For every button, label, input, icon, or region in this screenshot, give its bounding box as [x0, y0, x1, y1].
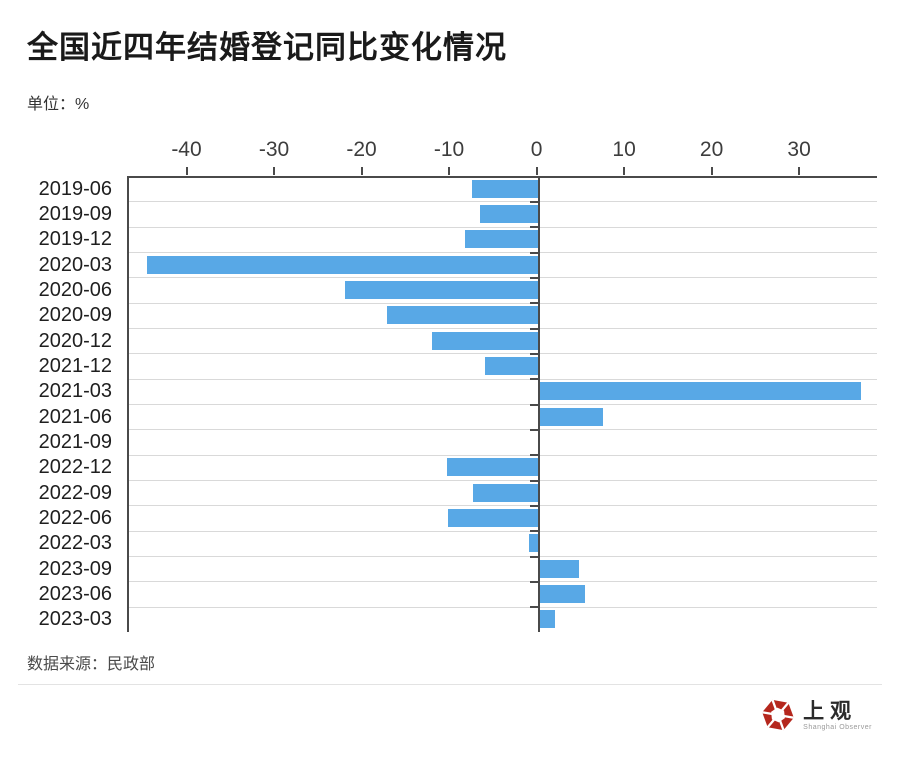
zero-axis-tick: [529, 403, 538, 406]
y-category-label: 2020-03: [38, 253, 112, 276]
y-category-label: 2019-06: [38, 177, 112, 200]
y-category-label: 2022-03: [38, 532, 112, 555]
zero-axis-line: [537, 178, 540, 632]
zero-axis-tick: [529, 276, 538, 279]
zero-axis-tick: [529, 200, 538, 203]
x-tick-mark: [185, 167, 188, 175]
gridline: [129, 201, 877, 203]
y-category-label: 2020-06: [38, 279, 112, 301]
x-tick-label: 30: [787, 138, 811, 161]
bar-2022-03: [528, 534, 539, 553]
zero-axis-tick: [529, 226, 538, 229]
gridline: [129, 328, 877, 329]
zero-axis-tick: [529, 352, 538, 355]
bar-2022-12: [446, 458, 539, 477]
zero-axis-tick: [529, 580, 538, 583]
bar-2020-09: [387, 306, 539, 325]
gridline: [129, 556, 877, 557]
zero-axis-tick: [529, 428, 538, 431]
y-category-label: 2022-12: [38, 456, 112, 479]
gridline: [129, 581, 877, 583]
y-category-label: 2020-12: [38, 329, 112, 352]
plot-area: [127, 176, 877, 632]
gridline: [129, 252, 877, 253]
bar-2021-03: [538, 382, 862, 401]
x-tick-mark: [535, 167, 538, 175]
zero-axis-tick: [529, 302, 538, 305]
y-category-label: 2021-09: [38, 431, 112, 453]
zero-axis-tick: [529, 530, 538, 533]
x-tick-label: 20: [699, 138, 724, 161]
gridline: [129, 454, 877, 456]
unit-label: 单位：%: [27, 96, 90, 113]
bar-2023-03: [538, 610, 556, 629]
y-category-label: 2021-06: [38, 405, 112, 428]
y-category-label: 2021-03: [38, 380, 112, 403]
bar-2020-03: [147, 255, 539, 274]
bar-2019-06: [472, 179, 539, 198]
gridline: [129, 404, 877, 405]
y-category-label: 2023-03: [38, 608, 112, 631]
y-category-label: 2023-06: [38, 583, 112, 605]
zero-axis-tick: [529, 555, 538, 558]
bar-2023-06: [538, 585, 585, 603]
x-tick-label: -40: [171, 138, 202, 161]
bar-2019-12: [465, 230, 539, 249]
bar-2023-09: [538, 559, 579, 578]
logo-subtitle: Shanghai Observer: [803, 723, 872, 731]
y-category-label: 2020-09: [38, 304, 112, 327]
x-tick-mark: [448, 167, 451, 175]
y-category-label: 2021-12: [38, 355, 112, 377]
y-category-label: 2022-06: [38, 507, 112, 529]
gridline: [129, 606, 877, 608]
gridline: [129, 277, 877, 279]
zero-axis-tick: [529, 327, 538, 330]
zero-axis-tick: [529, 606, 538, 609]
x-tick-mark: [623, 167, 626, 175]
gridline: [129, 302, 877, 304]
zero-axis-tick: [529, 454, 538, 457]
gridline: [129, 480, 877, 481]
shanghai-observer-logo: 上观 Shanghai Observer: [761, 698, 872, 732]
footer-divider: [18, 684, 882, 685]
y-category-label: 2019-09: [38, 203, 112, 225]
x-tick-label: -10: [433, 138, 465, 161]
gridline: [129, 378, 877, 380]
x-tick-mark: [273, 167, 276, 175]
zero-axis-tick: [529, 504, 538, 507]
bar-2020-06: [345, 281, 539, 299]
gridline: [129, 429, 877, 431]
bar-2020-12: [431, 331, 539, 350]
y-category-label: 2019-12: [38, 228, 112, 251]
shanghai-observer-logo-icon: [761, 698, 795, 732]
x-tick-label: 10: [612, 138, 636, 161]
gridline: [129, 353, 877, 355]
bar-2021-12: [485, 357, 539, 375]
x-tick-mark: [798, 167, 801, 175]
y-category-label: 2022-09: [38, 481, 112, 504]
x-tick-label: 0: [530, 138, 543, 161]
zero-axis-tick: [529, 251, 538, 254]
y-category-label: 2023-09: [38, 557, 112, 580]
data-source-label: 数据来源：民政部: [27, 656, 156, 673]
bar-2021-06: [538, 407, 604, 426]
x-tick-mark: [360, 167, 363, 175]
x-tick-label: -30: [258, 138, 290, 161]
gridline: [129, 226, 877, 228]
bar-2022-06: [447, 509, 539, 527]
zero-axis-tick: [529, 479, 538, 482]
logo-name: 上观: [803, 698, 858, 723]
x-tick-mark: [710, 167, 713, 175]
zero-axis-tick: [529, 378, 538, 381]
gridline: [129, 530, 877, 532]
x-tick-label: -20: [346, 138, 377, 161]
gridline: [129, 505, 877, 507]
chart-title: 全国近四年结婚登记同比变化情况: [27, 30, 507, 65]
bar-2019-09: [479, 205, 539, 223]
bar-2022-09: [472, 483, 539, 502]
